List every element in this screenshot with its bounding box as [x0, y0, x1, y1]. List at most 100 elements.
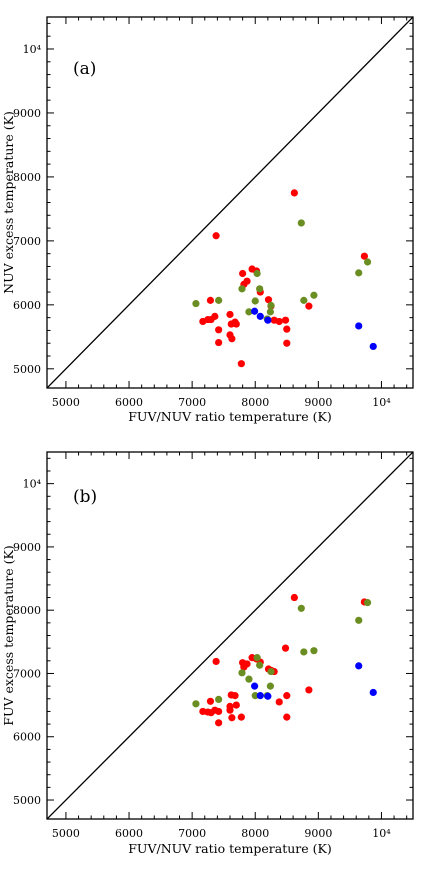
data-point	[251, 307, 259, 315]
y-tick-label: 7000	[13, 667, 41, 680]
one-to-one-line	[47, 17, 413, 388]
data-point	[355, 616, 363, 624]
data-point	[215, 719, 223, 727]
data-point	[215, 326, 223, 334]
data-point	[253, 269, 261, 278]
panel-b: 5000 6000 7000 8000 9000 10⁴ 5000 6000 7000 8000 9…	[1, 451, 414, 856]
data-point	[266, 308, 274, 316]
x-tick-label: 7000	[178, 396, 206, 409]
x-tick-label: 8000	[241, 827, 269, 840]
data-point	[297, 604, 305, 612]
data-point	[290, 593, 298, 602]
data-point	[192, 700, 200, 708]
x-axis-title: FUV/NUV ratio temperature (K)	[128, 409, 331, 424]
data-point	[206, 296, 215, 304]
y-tick-label: 5000	[13, 794, 41, 807]
data-point	[281, 316, 290, 324]
data-point	[369, 688, 377, 697]
data-point	[207, 709, 215, 717]
data-point	[300, 296, 308, 304]
data-point	[266, 682, 274, 690]
data-point	[281, 644, 290, 652]
data-point	[290, 189, 298, 197]
x-tick-label: 10⁴	[372, 827, 391, 840]
y-tick-label: 8000	[13, 604, 41, 617]
data-point	[275, 317, 283, 326]
x-tick-label: 9000	[304, 396, 332, 409]
data-point	[283, 713, 291, 721]
data-point	[297, 219, 305, 227]
data-point	[251, 682, 259, 690]
panel-a: 5000 6000 7000 8000 9000 10⁴ 5000 6000 7000 8000 9…	[1, 16, 414, 424]
data-point	[215, 338, 223, 347]
x-tick-label: 6000	[115, 396, 143, 409]
data-point	[355, 322, 363, 330]
data-point	[239, 269, 247, 278]
data-point	[264, 692, 272, 700]
data-point	[264, 296, 273, 304]
y-tick-label: 9000	[13, 541, 41, 554]
data-point	[245, 675, 253, 683]
data-point	[243, 660, 251, 668]
data-point	[310, 291, 318, 299]
data-point	[275, 698, 283, 706]
data-point	[215, 296, 223, 304]
data-point	[253, 654, 261, 662]
data-point	[238, 669, 246, 677]
data-point	[215, 695, 223, 704]
panel-label: (a)	[73, 59, 96, 79]
data-point	[267, 301, 275, 310]
data-point	[231, 692, 239, 700]
x-tick-label: 8000	[241, 396, 269, 409]
x-axis-title: FUV/NUV ratio temperature (K)	[128, 841, 331, 856]
x-tick-label: 6000	[115, 827, 143, 840]
y-tick-label: 6000	[13, 299, 41, 312]
data-point	[206, 697, 215, 705]
data-point	[226, 706, 234, 714]
data-point	[363, 598, 372, 607]
y-axis-title: FUV excess temperature (K)	[1, 545, 16, 725]
x-tick-label: 5000	[52, 827, 80, 840]
data-point	[215, 707, 223, 716]
data-point	[232, 320, 240, 328]
data-point	[243, 277, 251, 285]
y-tick-label: 6000	[13, 731, 41, 744]
data-point	[238, 285, 246, 293]
data-point	[283, 339, 291, 347]
data-point	[369, 342, 377, 351]
data-point	[228, 335, 236, 343]
data-point	[207, 315, 215, 324]
panel-label: (b)	[73, 487, 97, 507]
data-point	[237, 713, 245, 721]
data-point	[256, 285, 264, 293]
data-point	[283, 325, 291, 333]
data-point	[251, 297, 259, 305]
data-point	[256, 661, 264, 669]
y-tick-label: 9000	[13, 107, 41, 120]
x-tick-label: 10⁴	[372, 396, 391, 409]
data-point	[283, 692, 291, 700]
y-axis-title: NUV excess temperature (K)	[1, 111, 16, 294]
data-point	[256, 312, 264, 320]
data-point	[355, 269, 363, 277]
data-point	[267, 667, 275, 676]
data-point	[355, 662, 363, 670]
data-point	[212, 232, 220, 240]
y-tick-label: 10⁴	[23, 478, 42, 491]
data-point	[212, 657, 220, 666]
data-point	[310, 647, 318, 655]
y-tick-label: 7000	[13, 235, 41, 248]
data-point	[232, 701, 240, 709]
data-point	[305, 686, 313, 694]
one-to-one-line	[47, 452, 413, 819]
data-point	[360, 252, 369, 260]
data-point	[245, 308, 253, 316]
data-point	[300, 648, 308, 656]
data-point	[226, 310, 234, 319]
x-tick-label: 9000	[304, 827, 332, 840]
x-tick-label: 7000	[178, 827, 206, 840]
data-point	[237, 360, 245, 368]
x-tick-label: 5000	[52, 396, 80, 409]
data-point	[251, 692, 259, 700]
